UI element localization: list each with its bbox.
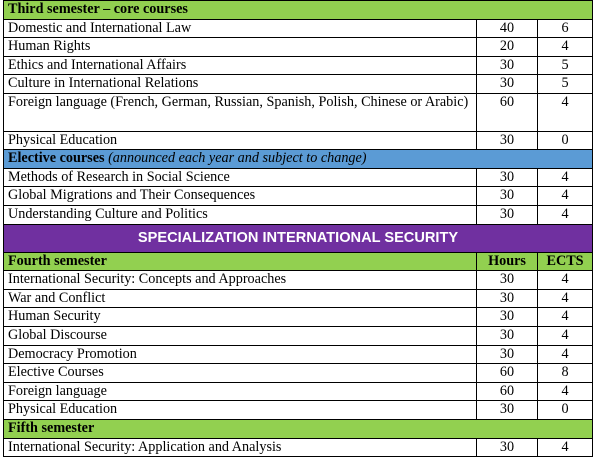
- table-row: Human Rights 20 4: [3, 37, 594, 57]
- course-ects: 4: [536, 205, 594, 225]
- third-semester-header-row: Third semester – core courses: [2, 0, 594, 20]
- course-ects: 4: [536, 37, 594, 57]
- course-hours: 30: [476, 130, 538, 151]
- table-row: Global Discourse 30 4: [3, 326, 594, 346]
- table-row: International Security: Concepts and App…: [3, 270, 594, 290]
- elective-heading-note: (announced each year and subject to chan…: [108, 150, 367, 167]
- table-row: Global Migrations and Their Consequences…: [3, 186, 594, 207]
- table-row: Human Security 30 4: [3, 307, 594, 327]
- course-name: International Security: Concepts and App…: [3, 270, 477, 290]
- table-row: Physical Education 30 0: [3, 130, 594, 151]
- specialization-banner-row: SPECIALIZATION INTERNATIONAL SECURITY: [2, 223, 594, 253]
- course-hours: 30: [476, 205, 538, 225]
- course-name: Foreign language (French, German, Russia…: [3, 92, 477, 132]
- course-name: Global Discourse: [3, 326, 477, 346]
- course-ects: 0: [536, 130, 594, 151]
- course-ects: 8: [536, 363, 594, 383]
- course-name: Foreign language: [3, 381, 477, 402]
- table-row: Physical Education 30 0: [3, 400, 594, 420]
- course-name: Elective Courses: [3, 363, 477, 383]
- course-ects: 4: [536, 92, 594, 132]
- course-name: Culture in International Relations: [3, 74, 477, 94]
- course-ects: 4: [536, 186, 594, 207]
- course-ects: 4: [536, 288, 594, 309]
- table-row: Understanding Culture and Politics 30 4: [3, 205, 594, 225]
- course-hours: 60: [476, 381, 538, 402]
- course-hours: 40: [476, 18, 538, 39]
- elective-heading-bold: Elective courses: [8, 150, 105, 167]
- course-hours: 30: [476, 270, 538, 290]
- course-name: International Security: Application and …: [3, 437, 477, 458]
- course-hours: 60: [476, 92, 538, 132]
- course-hours: 30: [476, 55, 538, 76]
- course-name: Ethics and International Affairs: [3, 55, 477, 76]
- course-name: Physical Education: [3, 130, 477, 151]
- course-name: Democracy Promotion: [3, 344, 477, 365]
- curriculum-table: Third semester – core courses Domestic a…: [2, 0, 594, 458]
- course-ects: 5: [536, 55, 594, 76]
- table-row: Foreign language 60 4: [3, 381, 594, 402]
- course-ects: 5: [536, 74, 594, 94]
- hours-column-header: Hours: [476, 251, 538, 272]
- course-name: Human Security: [3, 307, 477, 327]
- third-semester-heading: Third semester – core courses: [2, 0, 594, 20]
- table-row: International Security: Application and …: [3, 437, 594, 458]
- course-name: Global Migrations and Their Consequences: [3, 186, 477, 207]
- table-row: Methods of Research in Social Science 30…: [3, 167, 594, 188]
- table-row: Elective Courses 60 8: [3, 363, 594, 383]
- course-ects: 4: [536, 167, 594, 188]
- fifth-semester-header-row: Fifth semester: [2, 418, 594, 439]
- elective-heading: Elective courses (announced each year an…: [2, 149, 594, 169]
- fifth-semester-heading: Fifth semester: [2, 418, 594, 439]
- course-hours: 30: [476, 326, 538, 346]
- course-hours: 60: [476, 363, 538, 383]
- fourth-semester-header-row: Fourth semester Hours ECTS: [3, 251, 594, 272]
- course-ects: 4: [536, 381, 594, 402]
- course-hours: 30: [476, 288, 538, 309]
- course-ects: 0: [536, 400, 594, 420]
- elective-header-row: Elective courses (announced each year an…: [2, 149, 594, 169]
- course-hours: 30: [476, 186, 538, 207]
- fourth-semester-heading: Fourth semester: [3, 251, 477, 272]
- course-name: Understanding Culture and Politics: [3, 205, 477, 225]
- course-name: Physical Education: [3, 400, 477, 420]
- table-row: Foreign language (French, German, Russia…: [3, 92, 594, 132]
- course-hours: 30: [476, 344, 538, 365]
- table-row: Ethics and International Affairs 30 5: [3, 55, 594, 76]
- table-row: Culture in International Relations 30 5: [3, 74, 594, 94]
- course-ects: 4: [536, 307, 594, 327]
- ects-column-header: ECTS: [536, 251, 594, 272]
- course-name: War and Conflict: [3, 288, 477, 309]
- course-ects: 4: [536, 437, 594, 458]
- course-hours: 30: [476, 167, 538, 188]
- course-hours: 30: [476, 437, 538, 458]
- course-ects: 4: [536, 270, 594, 290]
- specialization-title: SPECIALIZATION INTERNATIONAL SECURITY: [2, 223, 594, 253]
- course-hours: 30: [476, 74, 538, 94]
- course-ects: 4: [536, 344, 594, 365]
- table-row: Domestic and International Law 40 6: [3, 18, 594, 39]
- table-row: War and Conflict 30 4: [3, 288, 594, 309]
- course-hours: 30: [476, 400, 538, 420]
- course-name: Methods of Research in Social Science: [3, 167, 477, 188]
- course-name: Human Rights: [3, 37, 477, 57]
- course-ects: 4: [536, 326, 594, 346]
- course-hours: 20: [476, 37, 538, 57]
- course-hours: 30: [476, 307, 538, 327]
- course-name: Domestic and International Law: [3, 18, 477, 39]
- course-ects: 6: [536, 18, 594, 39]
- table-row: Democracy Promotion 30 4: [3, 344, 594, 365]
